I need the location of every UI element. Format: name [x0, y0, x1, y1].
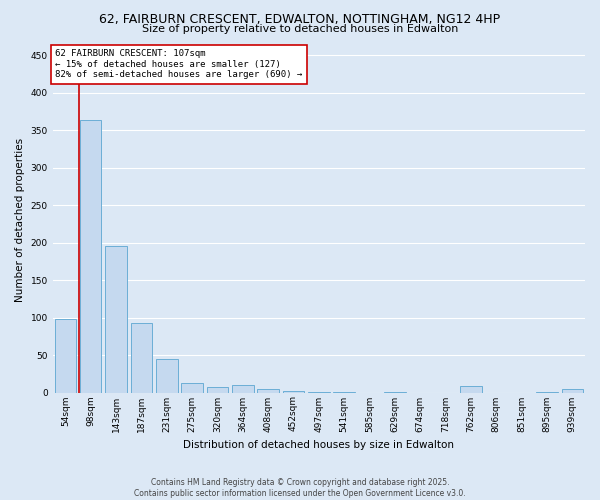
X-axis label: Distribution of detached houses by size in Edwalton: Distribution of detached houses by size … [184, 440, 454, 450]
Bar [257, 389, 279, 392]
Bar [206, 388, 228, 392]
Y-axis label: Number of detached properties: Number of detached properties [15, 138, 25, 302]
Bar [232, 385, 254, 392]
Text: 62 FAIRBURN CRESCENT: 107sqm
← 15% of detached houses are smaller (127)
82% of s: 62 FAIRBURN CRESCENT: 107sqm ← 15% of de… [55, 49, 302, 79]
Bar [80, 120, 101, 392]
Text: 62, FAIRBURN CRESCENT, EDWALTON, NOTTINGHAM, NG12 4HP: 62, FAIRBURN CRESCENT, EDWALTON, NOTTING… [100, 12, 500, 26]
Bar [105, 246, 127, 392]
Text: Contains HM Land Registry data © Crown copyright and database right 2025.
Contai: Contains HM Land Registry data © Crown c… [134, 478, 466, 498]
Bar [562, 389, 583, 392]
Text: Size of property relative to detached houses in Edwalton: Size of property relative to detached ho… [142, 24, 458, 34]
Bar [181, 383, 203, 392]
Bar [156, 359, 178, 392]
Bar [283, 391, 304, 392]
Bar [55, 319, 76, 392]
Bar [460, 386, 482, 392]
Bar [131, 323, 152, 392]
